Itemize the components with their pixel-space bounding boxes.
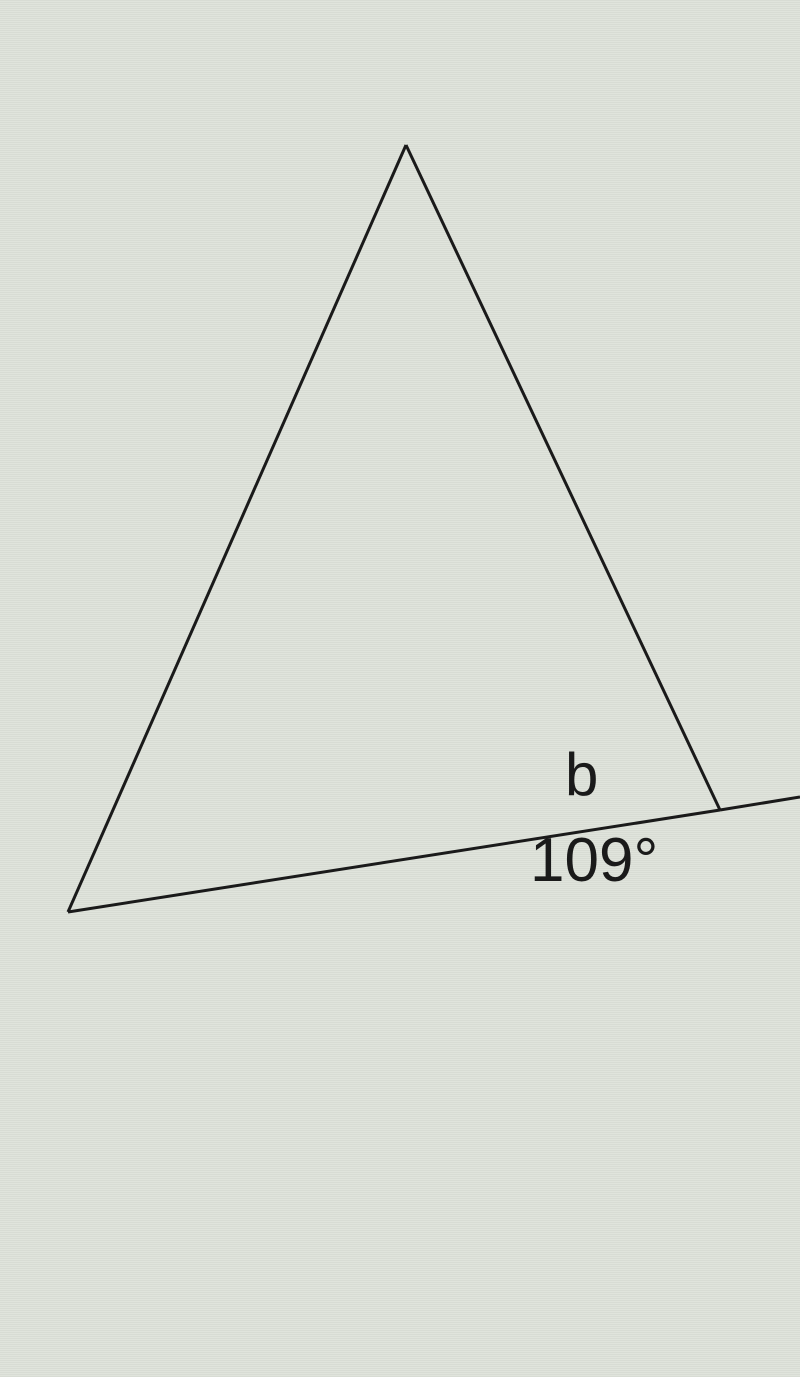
exterior-angle-value: 109°: [530, 825, 658, 896]
triangle-right-side: [406, 145, 720, 810]
triangle-svg: [0, 0, 800, 1377]
base-extension: [720, 797, 800, 810]
angle-label-b: b: [565, 740, 598, 809]
triangle-left-side: [68, 145, 406, 912]
geometry-diagram: b 109°: [0, 0, 800, 1377]
